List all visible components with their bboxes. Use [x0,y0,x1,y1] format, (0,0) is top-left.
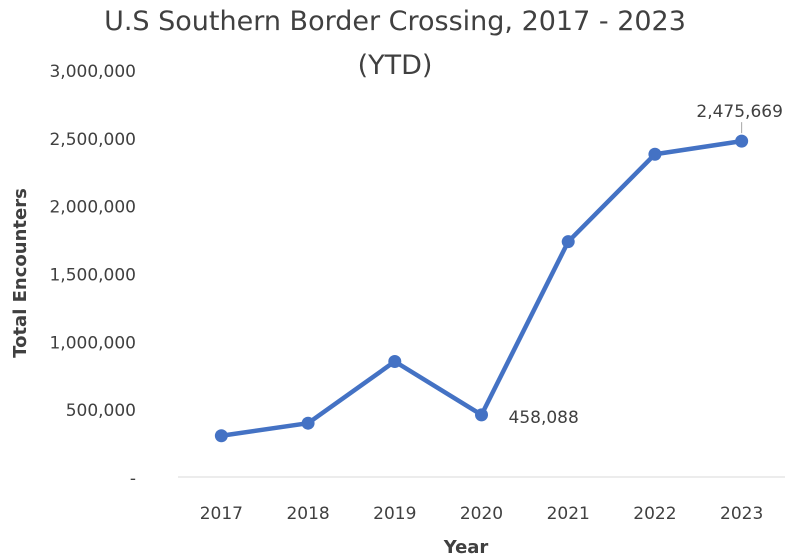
series-group [214,134,749,443]
series-line [219,138,744,439]
y-axis-ticks: - 500,000 1,000,000 1,500,000 2,000,000 2,500… [49,62,136,489]
y-tick-label: - [130,469,136,489]
data-point [388,354,402,368]
y-axis-title-group: Total Encounters [10,188,31,358]
chart-title-line-1: U.S Southern Border Crossing, 2017 - 202… [104,6,686,37]
x-tick-label: 2022 [633,504,676,524]
data-label: 458,088 [509,408,579,428]
data-label: 2,475,669 [696,102,783,122]
data-point [214,429,228,443]
data-labels: 458,088 2,475,669 [509,102,783,428]
y-axis-title: Total Encounters [10,188,31,358]
data-point [735,134,749,148]
data-point [561,235,575,249]
y-tick-label: 1,000,000 [49,333,136,353]
y-tick-label: 2,000,000 [49,198,136,218]
x-tick-label: 2021 [547,504,590,524]
y-tick-label: 3,000,000 [49,62,136,82]
data-point [301,416,315,430]
x-axis-ticks: 2017 2018 2019 2020 2021 2022 2023 [200,504,764,524]
chart-title-line-2: (YTD) [357,50,433,81]
y-tick-label: 1,500,000 [49,266,136,286]
data-point [648,147,662,161]
x-tick-label: 2017 [200,504,243,524]
x-axis-title: Year [443,537,489,558]
x-tick-label: 2018 [286,504,329,524]
y-tick-label: 500,000 [66,401,136,421]
x-tick-label: 2023 [720,504,763,524]
x-tick-label: 2020 [460,504,503,524]
x-tick-label: 2019 [373,504,416,524]
y-tick-label: 2,500,000 [49,130,136,150]
data-point [475,408,488,422]
